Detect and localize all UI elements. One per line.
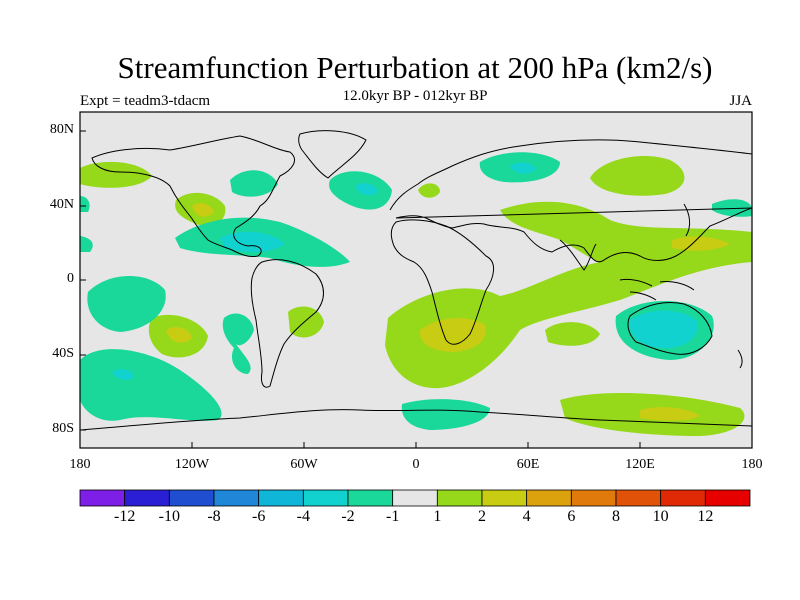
contour-region [288, 306, 324, 338]
coastlines [80, 130, 752, 431]
colorbar-tick-label: 6 [567, 508, 576, 525]
colorbar-swatch [392, 489, 438, 507]
colorbar-swatch [213, 489, 260, 507]
contour-region [80, 161, 152, 188]
coastline-greenland [298, 130, 367, 179]
contour-region [192, 203, 214, 217]
coastline-indonesia [619, 279, 695, 301]
colorbar-tick-label: -10 [158, 508, 180, 525]
chart-subtitle: 12.0kyr BP - 012kyr BP [342, 88, 488, 104]
chart-title: Streamfunction Perturbation at 200 hPa (… [117, 50, 713, 85]
contour-region [80, 196, 90, 212]
x-tick-label: 180 [741, 457, 763, 472]
contour-region [419, 318, 486, 352]
contour-region [220, 231, 285, 253]
coastline-new-zealand [737, 349, 743, 369]
season-label: JJA [729, 93, 752, 109]
x-tick-label: 0 [412, 457, 420, 472]
contour-region [672, 236, 730, 251]
x-tick-label: 60W [290, 457, 318, 472]
contour-region [629, 310, 699, 349]
colorbar-tick-label: -4 [296, 508, 310, 525]
y-tick-label: 80S [52, 421, 74, 436]
x-tick-label: 120W [174, 457, 210, 472]
coastline-australia [627, 302, 713, 355]
colorbar-tick-label: -12 [113, 508, 136, 525]
colorbar-swatch [124, 489, 170, 507]
colorbar-swatch [347, 489, 394, 507]
coastline-japan [683, 203, 691, 237]
contour-region [640, 407, 700, 421]
coastline-south-america [250, 259, 324, 388]
x-tick-label: 120E [625, 457, 655, 472]
colorbar-tick-label: 10 [652, 508, 669, 525]
contour-region [80, 236, 93, 252]
contour-region [385, 231, 752, 389]
x-tick-label: 60E [516, 457, 540, 472]
contour-region [500, 201, 752, 272]
colorbar-tick-label: 12 [697, 508, 714, 525]
colorbar-swatch [660, 489, 706, 507]
contour-region [355, 183, 378, 196]
colorbar-swatch [526, 489, 572, 507]
coastline-africa [390, 219, 494, 345]
contour-region [166, 327, 192, 343]
contour-region [590, 156, 685, 196]
contour-region [510, 162, 536, 174]
colorbar-tick-label: 2 [478, 508, 486, 525]
colorbar-swatch [436, 489, 483, 507]
experiment-label: Expt = teadm3-tdacm [80, 93, 211, 109]
colorbar-swatch [704, 489, 751, 507]
colorbar-swatch [302, 489, 349, 507]
colorbar-swatch [481, 489, 528, 507]
contour-region [112, 369, 134, 380]
colorbar-swatch [615, 489, 662, 507]
colorbar-tick-label: 1 [433, 508, 442, 525]
axis-ticks [79, 130, 753, 448]
colorbar-tick-label: 8 [612, 508, 620, 525]
x-tick-label: 180 [69, 457, 91, 472]
y-tick-label: 40S [52, 346, 74, 361]
colorbar-swatch [570, 489, 617, 507]
y-tick-label: 0 [67, 271, 74, 286]
colorbar-swatch [168, 489, 215, 507]
contour-fills [80, 152, 752, 436]
contour-region [230, 170, 278, 197]
coastline-india [559, 239, 597, 271]
colorbar-tick-label: -1 [385, 508, 400, 525]
colorbar-tick-label: -2 [341, 508, 355, 525]
contour-region [418, 183, 440, 198]
y-tick-label: 40N [49, 197, 74, 212]
contour-region [545, 322, 600, 346]
contour-region [401, 399, 490, 430]
colorbar-tick-label: 4 [522, 508, 531, 525]
coastline-antarctica [80, 409, 752, 431]
colorbar-tick-label: -8 [207, 508, 221, 525]
contour-region [87, 276, 166, 332]
y-tick-label: 80N [49, 122, 74, 137]
colorbar-swatch [79, 489, 126, 507]
coastline-north-america [91, 135, 295, 257]
colorbar [79, 489, 751, 507]
contour-region [222, 313, 254, 374]
colorbar-tick-label: -6 [251, 508, 266, 525]
colorbar-swatch [258, 489, 304, 507]
contour-region [80, 349, 222, 421]
